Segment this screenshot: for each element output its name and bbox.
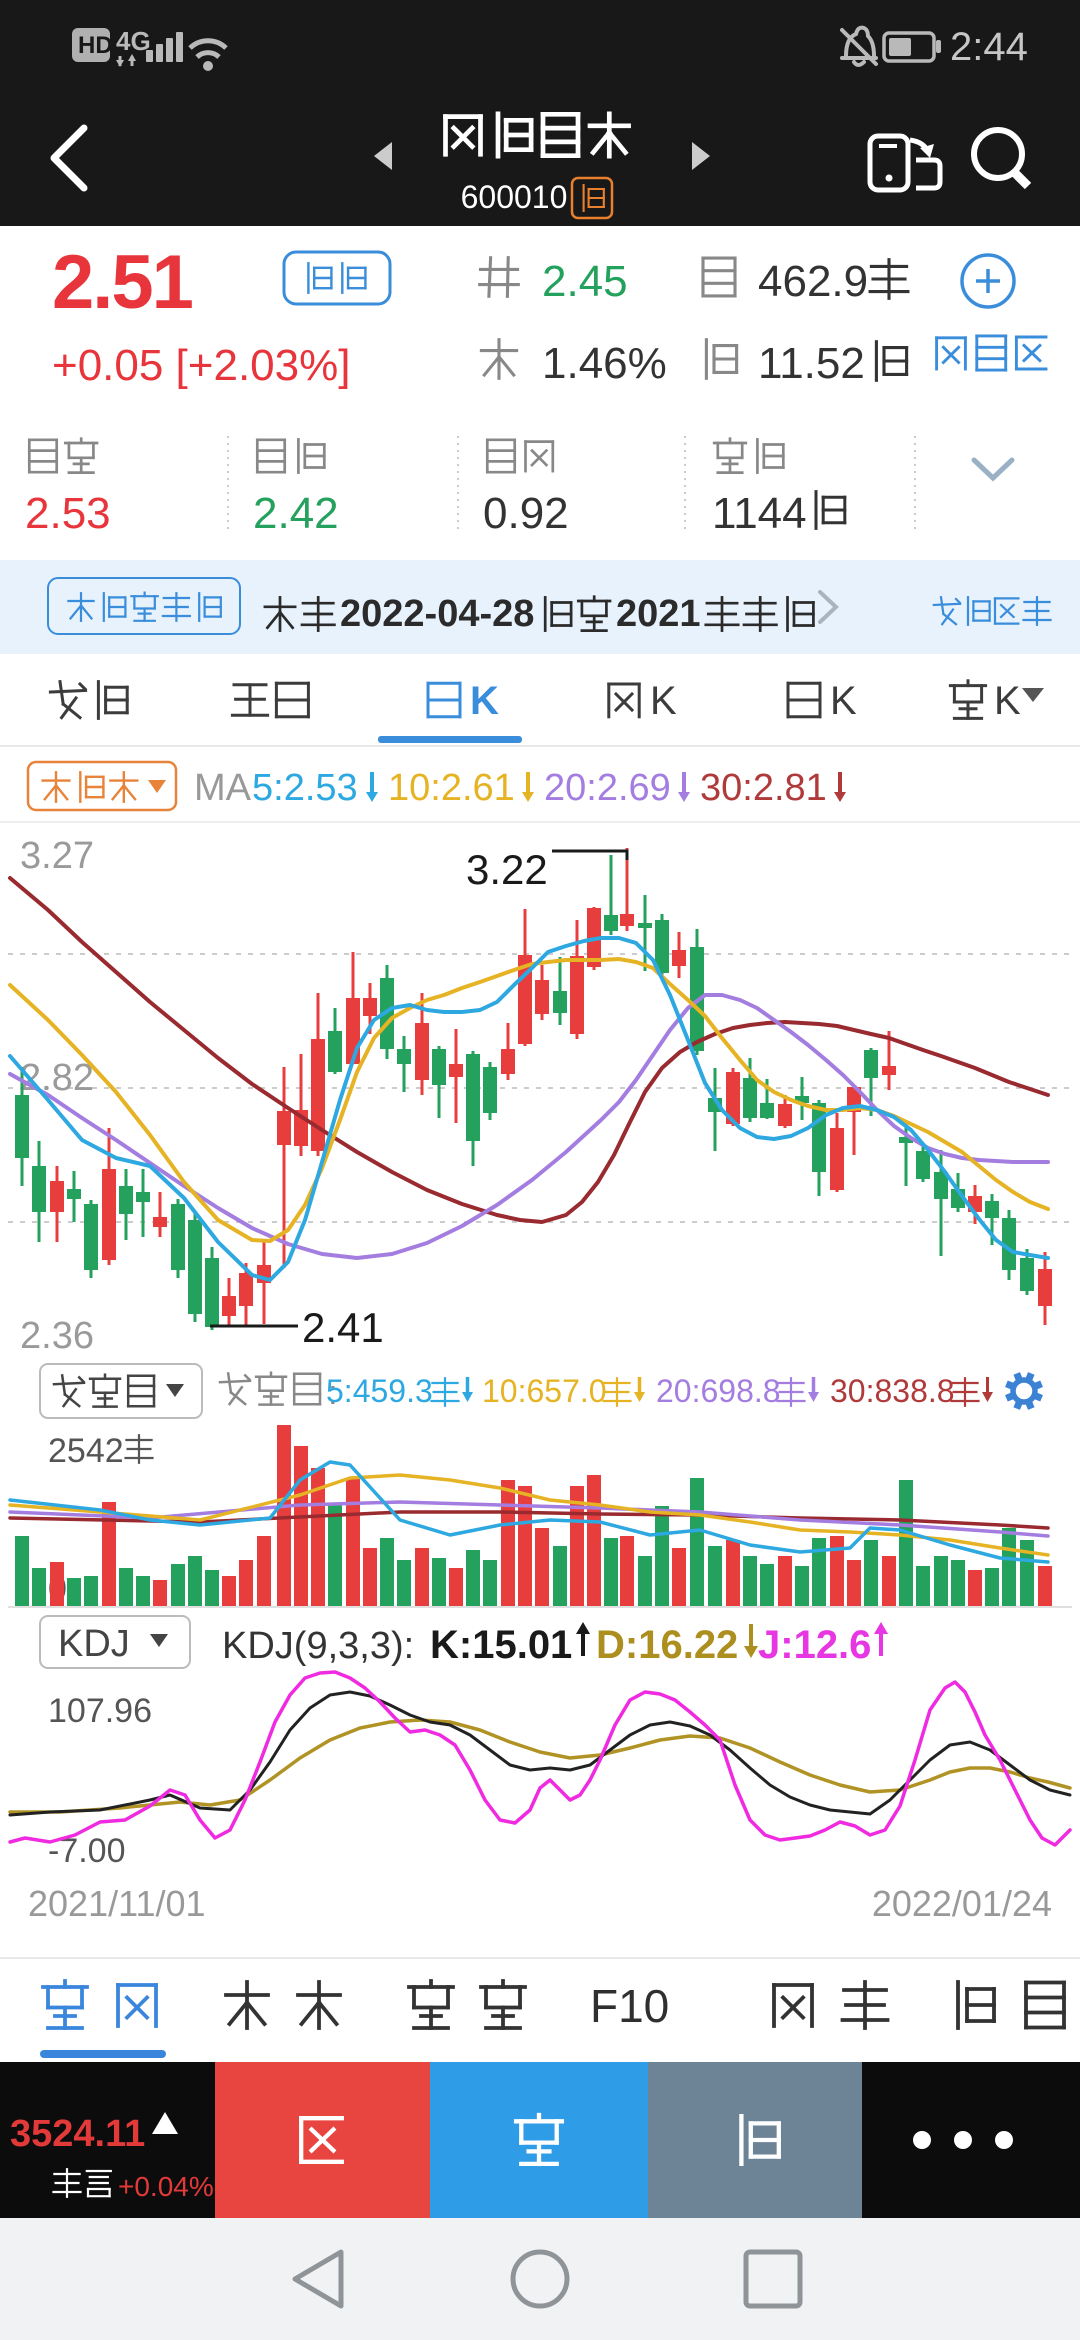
svg-text:D:16.22: D:16.22 — [596, 1623, 738, 1667]
svg-text:2.45: 2.45 — [542, 257, 628, 306]
svg-text:K: K — [470, 679, 499, 723]
svg-text:11.52: 11.52 — [758, 339, 865, 388]
svg-text:2.41: 2.41 — [302, 1304, 384, 1351]
svg-text:462.9: 462.9 — [758, 257, 868, 306]
svg-text:1.46%: 1.46% — [542, 339, 667, 388]
svg-text:3524.11: 3524.11 — [10, 2113, 145, 2155]
svg-text:5:459.3: 5:459.3 — [326, 1373, 433, 1409]
svg-text:2.36: 2.36 — [20, 1315, 94, 1357]
svg-text:K:15.01: K:15.01 — [430, 1623, 572, 1667]
svg-text:KDJ: KDJ — [58, 1623, 130, 1665]
svg-text:MA: MA — [194, 767, 252, 809]
svg-text:2542: 2542 — [48, 1432, 124, 1470]
svg-text:10:2.61: 10:2.61 — [388, 767, 515, 809]
svg-text:2.53: 2.53 — [25, 489, 111, 538]
svg-text:2.51: 2.51 — [52, 240, 193, 325]
svg-text:1144: 1144 — [712, 489, 807, 538]
svg-text:5:2.53: 5:2.53 — [252, 767, 358, 809]
svg-text::: : — [328, 1374, 337, 1412]
svg-text:30:838.8: 30:838.8 — [830, 1373, 955, 1409]
svg-text:2:44: 2:44 — [950, 25, 1028, 69]
svg-text:4G: 4G — [116, 26, 151, 56]
svg-text:3.22: 3.22 — [466, 846, 548, 893]
svg-text:2.82: 2.82 — [20, 1057, 94, 1099]
svg-text:2021: 2021 — [616, 593, 701, 635]
svg-text:F10: F10 — [590, 1980, 669, 2032]
svg-text:2021/11/01: 2021/11/01 — [28, 1883, 206, 1924]
svg-text:+0.04%: +0.04% — [118, 2171, 214, 2202]
svg-text:2022-04-28: 2022-04-28 — [340, 593, 534, 635]
svg-text:HD: HD — [78, 32, 113, 59]
svg-text:20:698.8: 20:698.8 — [656, 1373, 781, 1409]
svg-text:K: K — [830, 679, 857, 723]
svg-text:107.96: 107.96 — [48, 1692, 152, 1730]
svg-text:2022/01/24: 2022/01/24 — [872, 1883, 1052, 1924]
svg-text:30:2.81: 30:2.81 — [700, 767, 827, 809]
svg-text:2.42: 2.42 — [253, 489, 339, 538]
svg-text:J:12.6: J:12.6 — [758, 1623, 871, 1667]
svg-text:KDJ(9,3,3):: KDJ(9,3,3): — [222, 1625, 414, 1667]
svg-text:0.92: 0.92 — [483, 489, 569, 538]
svg-text:10:657.0: 10:657.0 — [482, 1373, 607, 1409]
svg-text:3.27: 3.27 — [20, 835, 94, 877]
svg-text:+0.05 [+2.03%]: +0.05 [+2.03%] — [52, 341, 350, 390]
svg-text:600010: 600010 — [461, 179, 568, 215]
svg-text:K: K — [650, 679, 677, 723]
svg-text:20:2.69: 20:2.69 — [544, 767, 671, 809]
svg-text:K: K — [994, 679, 1021, 723]
